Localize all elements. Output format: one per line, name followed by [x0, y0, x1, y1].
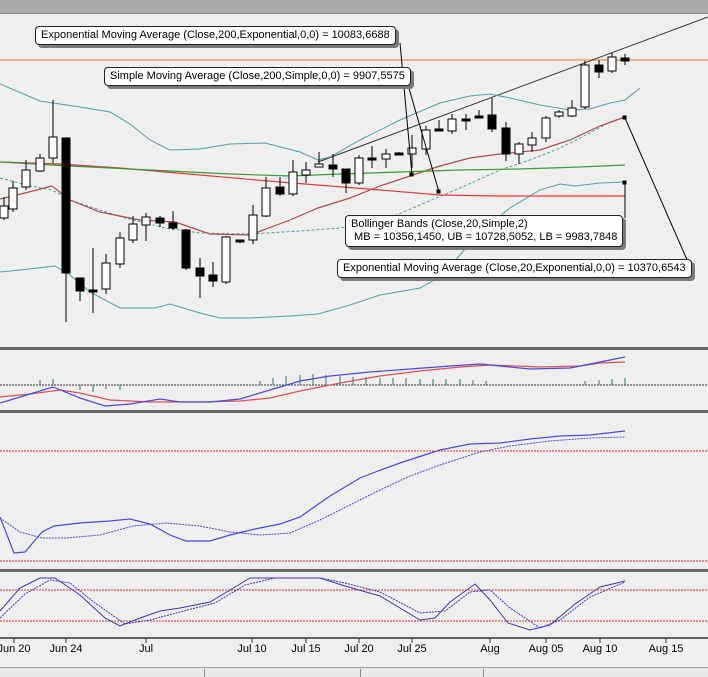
x-axis-label: Aug	[480, 643, 500, 655]
bollinger-callout-values: MB = 10356,1450, UB = 10728,5052, LB = 9…	[351, 231, 618, 243]
status-bar-separator	[360, 669, 361, 677]
candles	[0, 53, 630, 322]
macd-panel	[0, 356, 708, 407]
sma200-line	[0, 161, 625, 197]
stoch-d-line	[0, 577, 626, 629]
trendline	[317, 16, 708, 163]
ema200-callout-text: Exponential Moving Average (Close,200,Ex…	[41, 29, 390, 41]
chart-canvas[interactable]	[0, 14, 708, 643]
rsi-line	[0, 430, 626, 554]
x-axis-label: Jul 25	[397, 643, 427, 655]
ema20-callout-text: Exponential Moving Average (Close,20,Exp…	[343, 262, 686, 274]
x-axis-ticks	[13, 638, 667, 643]
sma200-callout-text: Simple Moving Average (Close,200,Simple,…	[110, 70, 405, 82]
price-panel	[0, 16, 708, 322]
x-axis-label: Jun 24	[49, 643, 83, 655]
bollinger-lower	[0, 181, 626, 319]
x-axis-label: Aug 10	[582, 643, 618, 655]
x-axis-label: Aug 15	[648, 643, 684, 655]
panel-divider-1	[0, 347, 708, 350]
macd-line	[0, 356, 626, 407]
x-axis-label: Jul 15	[291, 643, 321, 655]
panel-divider-2	[0, 410, 708, 413]
x-axis-label: Jul	[138, 643, 154, 655]
bollinger-callout-title: Bollinger Bands (Close,20,Simple,2)	[351, 218, 528, 230]
x-axis-label: Aug 05	[528, 643, 564, 655]
ema20-line	[0, 116, 626, 236]
status-bar	[0, 667, 708, 677]
window-title-bar	[0, 0, 708, 14]
macd-signal-line	[0, 361, 626, 403]
x-axis-label: Jul 20	[344, 643, 374, 655]
panel-divider-3	[0, 569, 708, 572]
callout-pointers	[399, 42, 689, 263]
x-axis-label: Jul 10	[237, 643, 267, 655]
ema200-callout[interactable]: Exponential Moving Average (Close,200,Ex…	[35, 26, 396, 45]
x-axis-label: Jun 20	[0, 643, 31, 655]
status-bar-separator	[483, 669, 484, 677]
status-bar-separator	[204, 669, 205, 677]
rsi-signal-line	[0, 436, 626, 539]
bollinger-callout[interactable]: Bollinger Bands (Close,20,Simple,2) MB =…	[345, 215, 624, 247]
stochastic-panel	[0, 577, 708, 631]
sma200-callout[interactable]: Simple Moving Average (Close,200,Simple,…	[104, 67, 411, 86]
ema20-callout[interactable]: Exponential Moving Average (Close,20,Exp…	[337, 259, 692, 278]
rsi-panel	[0, 430, 708, 562]
ema200-line	[0, 161, 626, 177]
